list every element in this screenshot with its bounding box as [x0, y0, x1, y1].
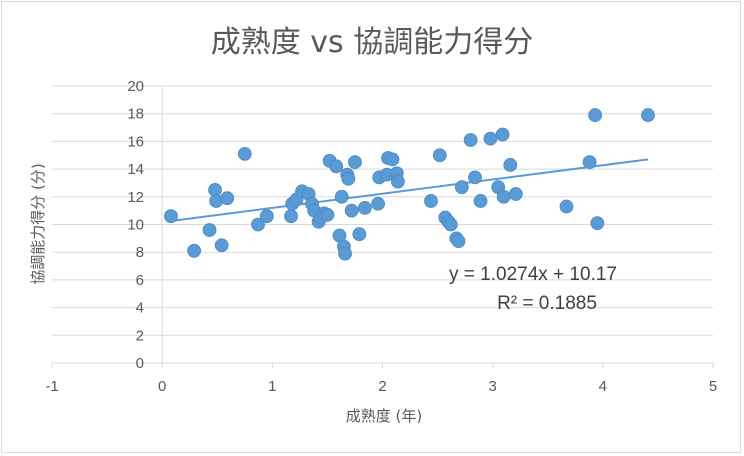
y-tick-labels: 0 2 4 6 8 10 12 14 16 18 20 [127, 78, 144, 372]
data-point [503, 158, 518, 172]
data-point [371, 196, 385, 211]
data-point [424, 194, 438, 208]
y-tick-label: 0 [136, 355, 144, 372]
x-axis-title: 成熟度 (年) [346, 407, 422, 425]
x-tick-label: 2 [378, 378, 386, 395]
data-point [237, 146, 252, 161]
data-point [385, 152, 400, 167]
chart-title: 成熟度 vs 協調能力得分 [211, 25, 533, 60]
data-point [187, 243, 202, 258]
data-point [251, 217, 265, 232]
data-point [432, 148, 447, 163]
data-point [202, 223, 217, 237]
data-point [164, 209, 178, 224]
x-tick-labels: -1 0 1 2 3 4 5 [45, 378, 717, 395]
data-point [259, 209, 274, 224]
y-tick-label: 6 [136, 272, 144, 289]
data-point [473, 194, 488, 208]
data-point [641, 108, 655, 122]
y-tick-label: 10 [127, 217, 144, 234]
data-point [443, 217, 458, 232]
data-point [483, 131, 498, 146]
data-point [352, 227, 367, 242]
y-tick-label: 2 [136, 327, 144, 344]
y-tick-label: 8 [136, 244, 144, 261]
data-point [588, 108, 603, 122]
data-point [320, 207, 335, 222]
data-point [220, 191, 235, 206]
x-tick-label: 4 [599, 378, 607, 395]
data-point [338, 246, 352, 261]
y-tick-label: 16 [127, 133, 144, 150]
data-point [334, 189, 349, 204]
data-point [496, 189, 511, 204]
y-axis-title: 協調能力得分 (分) [29, 163, 47, 284]
trendline-equation: y = 1.0274x + 10.17 [449, 264, 617, 285]
data-point [451, 234, 466, 249]
data-point [344, 203, 359, 218]
y-tick-label: 14 [127, 161, 144, 178]
data-point [495, 127, 510, 142]
data-point [508, 187, 523, 201]
x-tick-label: 1 [268, 378, 276, 395]
y-tick-label: 20 [127, 78, 144, 95]
data-point [329, 159, 344, 174]
data-point [454, 180, 469, 195]
gridlines [51, 85, 714, 368]
x-tick-label: 0 [158, 378, 166, 395]
x-tick-label: 5 [709, 378, 717, 395]
data-point [357, 200, 372, 215]
y-tick-label: 18 [127, 106, 144, 123]
data-point [463, 133, 478, 147]
x-tick-label: 3 [488, 378, 496, 395]
data-points [164, 108, 655, 261]
data-point [341, 171, 356, 186]
trendline-r-squared: R² = 0.1885 [497, 293, 597, 314]
trendline [170, 158, 649, 222]
data-point [391, 174, 405, 189]
y-tick-label: 12 [127, 189, 144, 206]
data-point [559, 199, 574, 214]
trendline-group [170, 158, 649, 222]
data-point [284, 209, 298, 224]
data-point [590, 216, 605, 231]
data-point [348, 155, 362, 170]
data-point [214, 238, 229, 253]
data-point [468, 170, 482, 185]
data-point [582, 155, 597, 170]
x-tick-label: -1 [45, 378, 58, 395]
y-tick-label: 4 [136, 300, 144, 317]
